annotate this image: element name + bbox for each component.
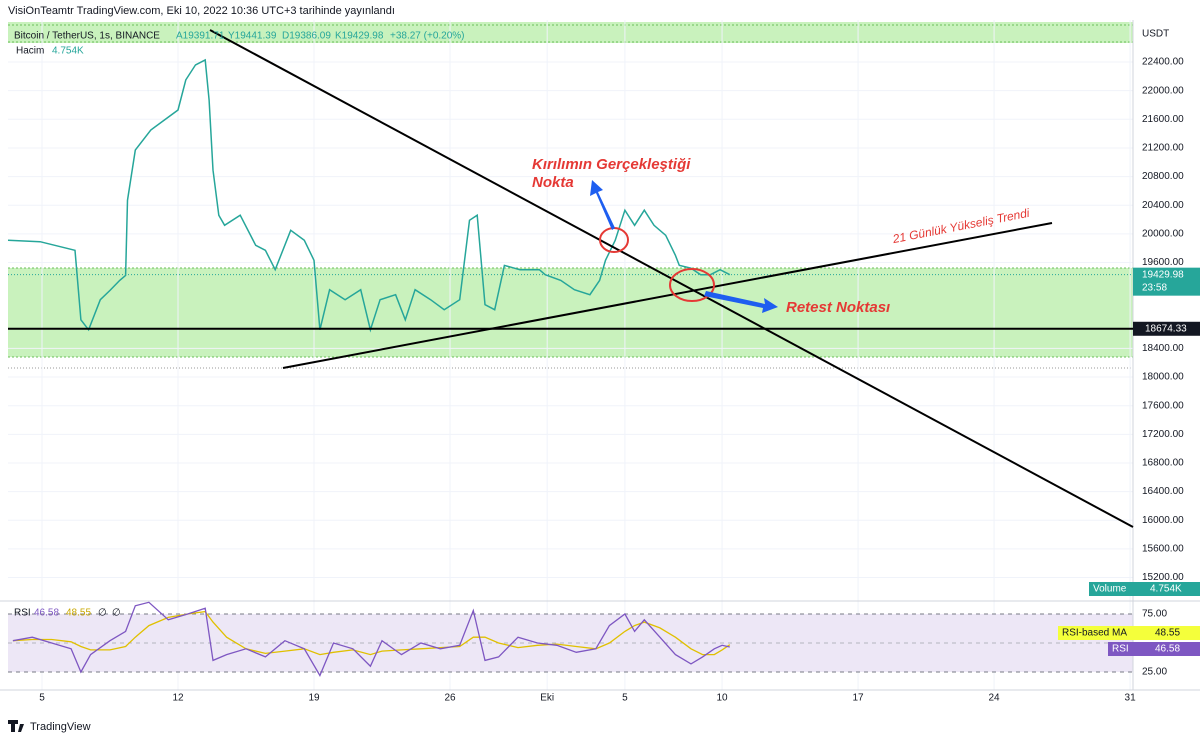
rsi-tag: RSI <box>1112 644 1129 655</box>
y-tick-label: 17600.00 <box>1142 400 1184 411</box>
volume-tag-box <box>1089 582 1133 596</box>
y-tick-label: 18000.00 <box>1142 372 1184 383</box>
x-tick-label: 10 <box>716 693 728 704</box>
level-box <box>1133 321 1200 336</box>
y-tick-label: 22400.00 <box>1142 57 1184 68</box>
volume-title: Hacim <box>16 46 44 57</box>
line <box>12 610 731 656</box>
rsi-tag-value: 46.58 <box>1155 644 1180 655</box>
ohlc: Y19441.39 <box>228 31 277 42</box>
rsi-ma-value: 48.55 <box>66 608 91 619</box>
volume-tag: Volume <box>1093 584 1127 595</box>
x-tick-label: 26 <box>444 693 456 704</box>
y-tick-label: 16000.00 <box>1142 515 1184 526</box>
plot <box>7 58 1133 677</box>
symbol: Bitcoin / TetherUS, 1s, BINANCE <box>14 31 160 42</box>
rsi-title: RSI <box>14 608 31 619</box>
brand: TradingView <box>30 721 91 733</box>
y-tick-label: 75.00 <box>1142 609 1167 620</box>
support-zone <box>8 268 1133 357</box>
rsi-extra: ∅ <box>112 608 121 619</box>
y-tick-label: 18400.00 <box>1142 343 1184 354</box>
rsi-tag-box <box>1133 642 1200 656</box>
annotation: Nokta <box>532 174 574 191</box>
retest-circle <box>669 268 715 302</box>
y-tick-label: 16400.00 <box>1142 486 1184 497</box>
x-tick-label: 19 <box>308 693 320 704</box>
y-tick-label: 21600.00 <box>1142 114 1184 125</box>
volume-value: 4.754K <box>1150 584 1182 595</box>
volume-tag-box <box>1133 582 1200 596</box>
rsi-tag-box <box>1108 642 1133 656</box>
rsi-extra: ∅ <box>98 608 107 619</box>
rsi-ma-tag: RSI-based MA <box>1062 628 1127 639</box>
y-tick-label: 15600.00 <box>1142 544 1184 555</box>
x-tick-label: Eki <box>540 693 554 704</box>
rsi-ma-tag-box <box>1133 626 1200 640</box>
arrow <box>704 291 778 313</box>
line <box>7 58 731 333</box>
ohlc: A19391.71 <box>176 31 225 42</box>
x-tick-label: 12 <box>172 693 184 704</box>
volume-value: 4.754K <box>52 46 84 57</box>
ohlc: +38.27 (+0.20%) <box>390 31 465 42</box>
x-tick-label: 17 <box>853 693 865 704</box>
y-tick-label: 21200.00 <box>1142 143 1184 154</box>
line <box>12 601 730 677</box>
y-tick-label: 25.00 <box>1142 667 1167 678</box>
annotation: Retest Noktası <box>786 299 890 316</box>
currency: USDT <box>1142 29 1169 40</box>
x-tick-label: 5 <box>622 693 628 704</box>
arrow <box>590 180 615 230</box>
logo <box>8 720 24 732</box>
last-price-label: 19429.98 <box>1142 269 1184 280</box>
rsi-value: 46.58 <box>34 608 59 619</box>
x-tick-label: 24 <box>989 693 1001 704</box>
rsi-ma-tag-value: 48.55 <box>1155 628 1180 639</box>
top-zone <box>8 22 1133 43</box>
y-tick-label: 17200.00 <box>1142 429 1184 440</box>
countdown: 23:58 <box>1142 282 1167 293</box>
x-tick-label: 5 <box>39 693 45 704</box>
x-tick-label: 31 <box>1125 693 1137 704</box>
uptrend-line <box>282 222 1053 369</box>
publisher: VisiOnTeamtr TradingView.com, Eki 10, 20… <box>8 5 395 17</box>
rsi-ma-tag-box <box>1058 626 1133 640</box>
y-tick-label: 15200.00 <box>1142 572 1184 583</box>
y-tick-label: 20000.00 <box>1142 228 1184 239</box>
y-tick-label: 19600.00 <box>1142 257 1184 268</box>
last-price-box <box>1133 267 1200 296</box>
y-tick-label: 20800.00 <box>1142 171 1184 182</box>
y-tick-label: 20400.00 <box>1142 200 1184 211</box>
level-label: 18674.33 <box>1145 323 1187 334</box>
ohlc: D19386.09 <box>282 31 331 42</box>
y-tick-label: 22000.00 <box>1142 85 1184 96</box>
grid <box>8 20 1133 690</box>
annotation: Kırılımın Gerçekleştiği <box>532 156 691 173</box>
y-tick-label: 16800.00 <box>1142 458 1184 469</box>
ohlc: K19429.98 <box>335 31 384 42</box>
